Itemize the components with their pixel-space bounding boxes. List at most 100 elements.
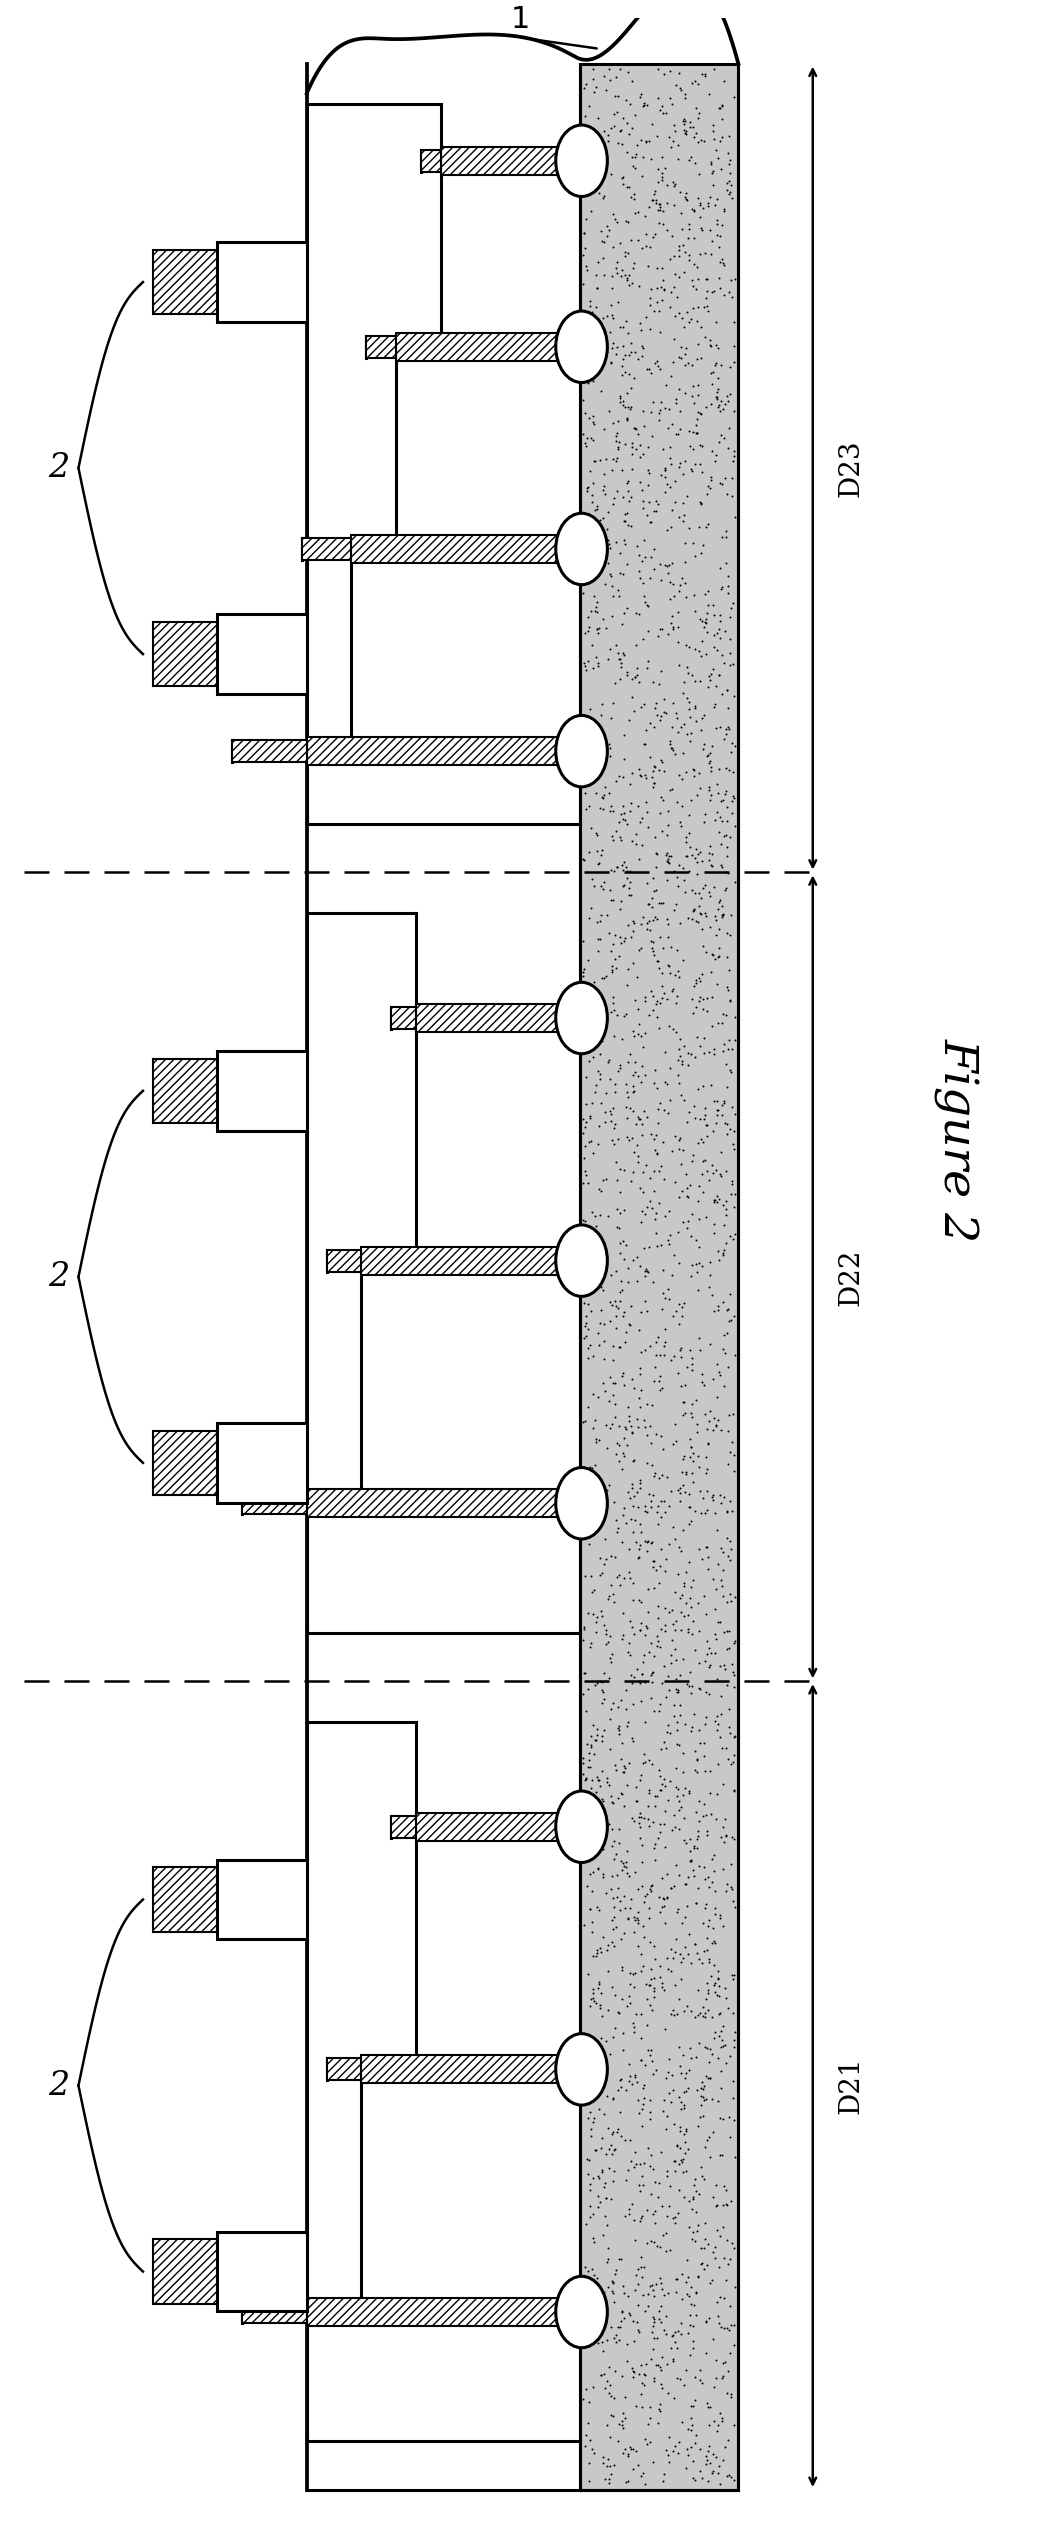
- Point: [587, 772, 604, 812]
- Point: [593, 1595, 610, 1635]
- Point: [693, 337, 710, 377]
- Point: [708, 435, 724, 476]
- Point: [721, 1050, 738, 1091]
- Point: [693, 1539, 710, 1579]
- Point: [718, 1222, 735, 1263]
- Point: [593, 1248, 610, 1288]
- Point: [721, 2311, 738, 2351]
- Point: [634, 481, 651, 521]
- Point: [598, 534, 615, 575]
- Point: [711, 2463, 728, 2503]
- Point: [646, 1119, 663, 1159]
- Point: [663, 1471, 679, 1511]
- Point: [642, 737, 658, 777]
- Point: [595, 468, 612, 509]
- Point: [603, 2453, 620, 2493]
- Point: [588, 256, 605, 296]
- Point: [708, 666, 724, 706]
- Point: [704, 152, 720, 192]
- Point: [680, 410, 697, 451]
- Point: [710, 936, 727, 977]
- Point: [614, 1774, 631, 1815]
- Point: [614, 306, 631, 347]
- Point: [613, 124, 630, 165]
- Point: [626, 175, 643, 215]
- Point: [606, 914, 623, 954]
- Point: [650, 1458, 667, 1498]
- Point: [665, 2432, 681, 2473]
- Point: [700, 2225, 717, 2265]
- Point: [638, 1493, 655, 1534]
- Point: [665, 607, 681, 648]
- Point: [614, 2394, 631, 2435]
- Point: [621, 868, 637, 909]
- Point: [717, 868, 734, 909]
- Point: [666, 1994, 683, 2035]
- Point: [674, 1286, 691, 1326]
- Point: [713, 848, 730, 888]
- Point: [622, 1033, 638, 1073]
- Point: [627, 1853, 644, 1893]
- Point: [579, 1759, 595, 1800]
- Point: [682, 2399, 699, 2440]
- Point: [670, 2144, 687, 2184]
- Point: [694, 2458, 711, 2498]
- Point: [612, 532, 629, 572]
- Point: [633, 1653, 650, 1693]
- Point: [714, 886, 731, 926]
- Point: [649, 693, 666, 734]
- Point: [585, 2366, 602, 2407]
- Point: [618, 587, 635, 628]
- Point: [636, 754, 653, 795]
- Point: [662, 562, 678, 602]
- Point: [684, 1035, 700, 1076]
- Point: [631, 1663, 648, 1703]
- Point: [667, 954, 684, 995]
- Point: [658, 833, 675, 873]
- Point: [600, 521, 616, 562]
- Point: [639, 2129, 656, 2169]
- Point: [675, 104, 692, 144]
- Point: [687, 688, 704, 729]
- Point: [614, 2265, 631, 2306]
- Point: [612, 916, 629, 957]
- Point: [617, 301, 634, 342]
- Point: [668, 1640, 685, 1681]
- Point: [613, 2291, 630, 2331]
- Point: [645, 752, 662, 792]
- Point: [603, 1564, 620, 1605]
- Point: [648, 871, 665, 911]
- Point: [668, 1918, 685, 1959]
- Point: [624, 448, 640, 488]
- Point: [711, 812, 728, 853]
- Point: [614, 850, 631, 891]
- Point: [657, 1033, 674, 1073]
- Point: [631, 2311, 648, 2351]
- Point: [677, 114, 694, 154]
- Point: [644, 2442, 660, 2483]
- Point: [717, 2341, 734, 2382]
- Point: [629, 1782, 646, 1822]
- Point: [713, 2050, 730, 2091]
- Bar: [153, 1868, 217, 1931]
- Point: [715, 1850, 732, 1891]
- Point: [704, 845, 720, 886]
- Point: [587, 1719, 604, 1759]
- Point: [684, 63, 700, 104]
- Bar: [153, 1058, 217, 1124]
- Point: [706, 628, 722, 668]
- Point: [624, 137, 640, 177]
- Point: [717, 1190, 734, 1230]
- Point: [575, 1114, 592, 1154]
- Point: [605, 577, 622, 618]
- Point: [696, 2202, 713, 2242]
- Point: [578, 1303, 594, 1344]
- Point: [632, 1387, 649, 1427]
- Point: [589, 1848, 606, 1888]
- Point: [677, 326, 694, 367]
- Point: [635, 2364, 652, 2404]
- Point: [724, 1959, 741, 1999]
- Point: [678, 835, 695, 876]
- Point: [593, 1931, 610, 1972]
- Point: [669, 2124, 686, 2164]
